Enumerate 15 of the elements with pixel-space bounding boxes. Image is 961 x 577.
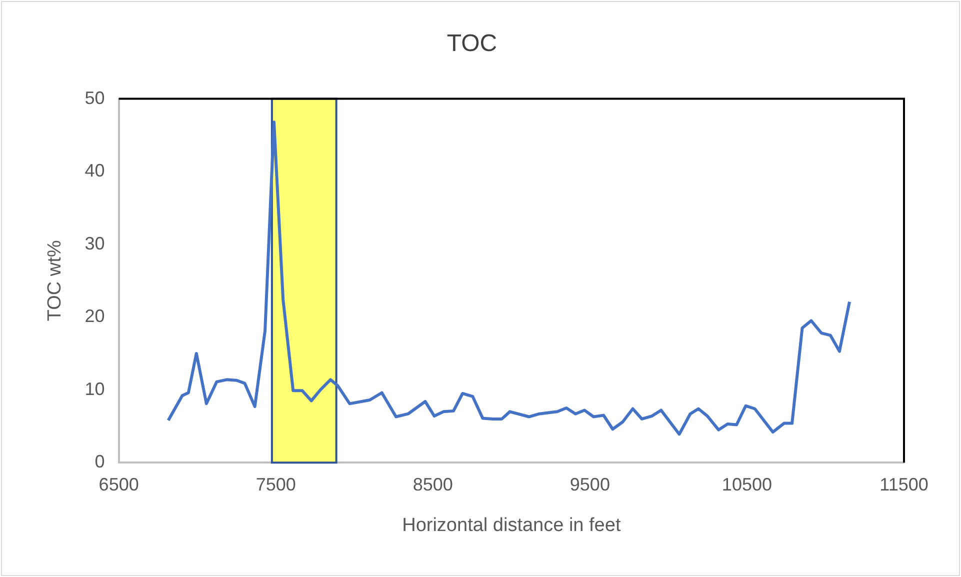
- x-tick-label: 9500: [570, 474, 610, 494]
- y-tick-label: 30: [84, 233, 105, 254]
- y-tick-label: 0: [94, 452, 105, 472]
- x-tick-label: 8500: [412, 474, 453, 494]
- x-tick-label: 7500: [256, 474, 296, 494]
- y-tick-label: 10: [84, 378, 105, 399]
- chart-title: TOC: [446, 30, 498, 58]
- y-tick-label: 50: [84, 88, 105, 108]
- y-tick-label: 40: [84, 160, 105, 181]
- x-tick-label: 10500: [722, 474, 772, 494]
- x-axis-title: Horizontal distance in feet: [402, 514, 622, 536]
- x-tick-label: 11500: [880, 474, 928, 494]
- y-tick-label: 20: [84, 306, 105, 326]
- y-axis-title: TOC wt%: [44, 240, 66, 322]
- x-tick-label: 6500: [98, 474, 139, 494]
